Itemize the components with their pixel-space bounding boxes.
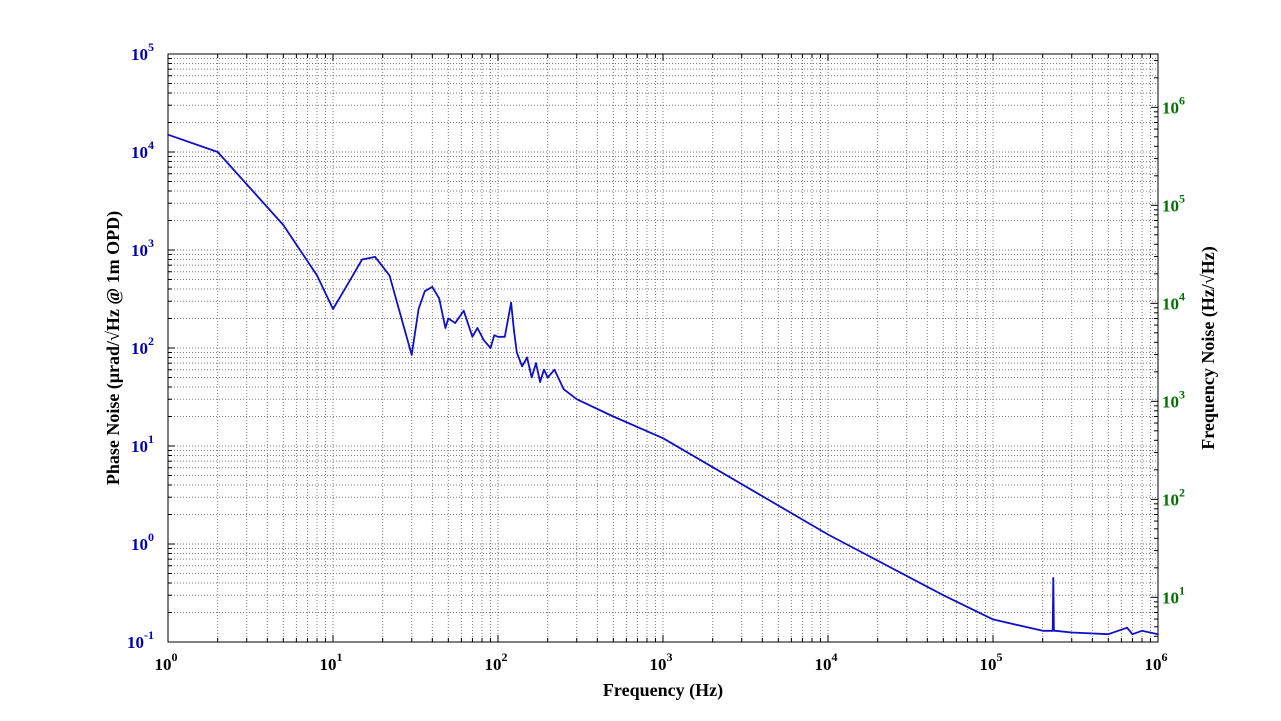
data-point <box>361 258 363 261</box>
x-tick-label: 105 <box>980 650 1003 674</box>
data-point <box>332 308 334 310</box>
data-point <box>1051 630 1054 632</box>
data-point <box>316 274 318 277</box>
grid-lines <box>168 54 1158 642</box>
data-point <box>942 594 945 596</box>
data-point <box>400 317 403 320</box>
data-point <box>521 365 523 368</box>
data-point <box>827 533 829 536</box>
y2-tick-label: 104 <box>1162 289 1185 313</box>
y2-axis-label: Frequency Noise (Hz/√Hz) <box>1198 246 1219 450</box>
data-point <box>543 368 545 371</box>
x-tick-label: 103 <box>650 650 673 674</box>
data-point <box>504 336 506 338</box>
data-point <box>410 354 413 356</box>
data-point <box>374 256 376 258</box>
data-point <box>471 336 474 338</box>
data-point <box>489 347 492 349</box>
data-point <box>662 437 664 440</box>
data-point <box>575 398 578 401</box>
data-point <box>438 297 441 300</box>
y-tick-label: 100 <box>131 530 154 554</box>
y-tick-labels: 10-1 100 101 102 103 104 105 <box>127 40 154 652</box>
series-group <box>167 133 1159 636</box>
data-point <box>510 301 512 304</box>
data-point <box>462 309 465 312</box>
data-point <box>553 368 556 371</box>
data-point <box>535 362 537 365</box>
data-point <box>1054 630 1057 632</box>
data-point <box>483 339 485 342</box>
x-tick-labels: 100 101 102 103 104 105 106 <box>155 650 1168 674</box>
y-axis-label: Phase Noise (μrad/√Hz @ 1m OPD) <box>103 211 124 485</box>
data-point <box>1141 630 1143 632</box>
data-point <box>1126 626 1128 629</box>
x-tick-label: 106 <box>1145 650 1168 674</box>
data-point <box>612 415 615 418</box>
x-tick-label: 104 <box>815 650 838 674</box>
x-tick-label: 101 <box>320 650 343 674</box>
data-point <box>1041 630 1044 632</box>
data-point <box>444 327 447 329</box>
data-point <box>388 274 391 277</box>
y-tick-label: 102 <box>131 334 154 358</box>
y2-tick-label: 106 <box>1162 93 1185 117</box>
data-point <box>431 286 434 288</box>
data-point <box>447 317 450 320</box>
data-point <box>454 322 457 324</box>
data-point <box>992 618 994 621</box>
data-point <box>516 351 518 354</box>
data-point <box>1053 630 1055 632</box>
data-point <box>562 388 565 391</box>
data-point <box>167 133 169 136</box>
y2-tick-label: 102 <box>1162 485 1185 509</box>
x-tick-label: 100 <box>155 650 178 674</box>
y2-tick-label: 105 <box>1162 191 1185 215</box>
y-tick-label: 10-1 <box>127 628 154 652</box>
data-point <box>424 290 426 293</box>
data-point <box>216 151 219 153</box>
x-tick-label: 102 <box>485 650 508 674</box>
y2-tick-label: 101 <box>1162 583 1185 607</box>
y-tick-label: 104 <box>131 138 154 162</box>
data-point <box>530 376 533 379</box>
data-point <box>513 329 515 332</box>
data-point <box>1070 631 1073 634</box>
data-point <box>282 224 285 226</box>
y2-tick-label: 103 <box>1162 387 1185 411</box>
data-point <box>546 376 549 379</box>
data-point <box>1107 633 1110 635</box>
y-tick-label: 101 <box>131 432 154 456</box>
data-point <box>539 381 541 383</box>
data-point <box>1052 577 1055 579</box>
data-point <box>417 308 420 310</box>
data-point <box>476 327 479 329</box>
data-point <box>493 334 496 337</box>
data-point <box>1131 633 1134 635</box>
data-point <box>345 286 347 288</box>
y2-tick-labels: 101 102 103 104 105 106 <box>1162 93 1185 607</box>
data-point <box>526 356 528 359</box>
data-point <box>497 336 499 338</box>
y-tick-label: 103 <box>131 236 154 260</box>
y-tick-label: 105 <box>131 40 154 64</box>
data-point <box>1157 633 1159 635</box>
x-axis-label: Frequency (Hz) <box>603 680 723 701</box>
tick-marks <box>168 54 1158 642</box>
